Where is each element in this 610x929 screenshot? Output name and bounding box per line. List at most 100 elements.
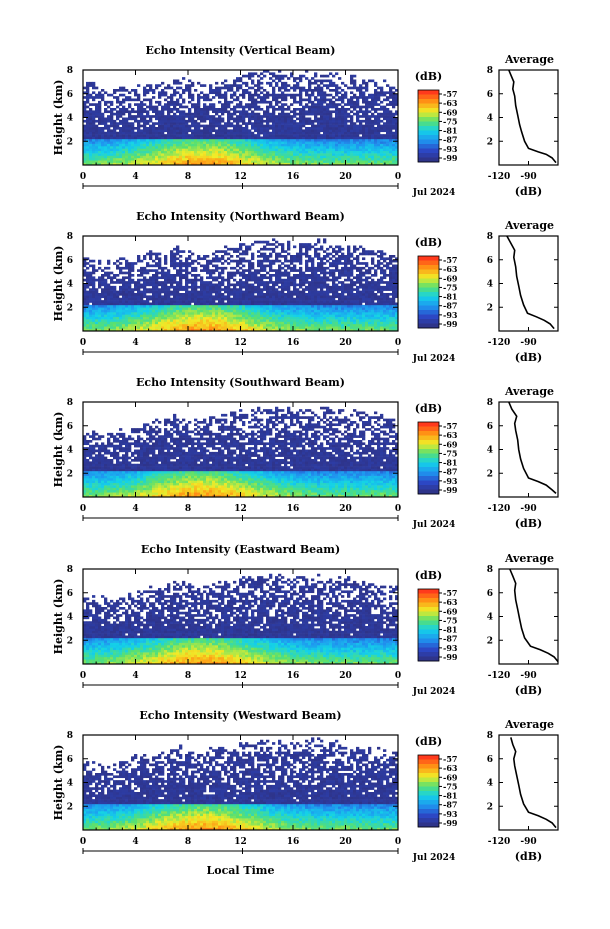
heatmap-cell [278,148,282,152]
heatmap-cell [377,93,381,97]
heatmap-cell [251,323,255,327]
heatmap-cell [383,105,387,109]
heatmap-cell [218,153,222,156]
heatmap-cell [101,293,105,296]
heatmap-cell [302,119,306,123]
heatmap-cell [281,148,285,152]
heatmap-cell [134,295,138,299]
heatmap-cell [194,285,198,289]
heatmap-cell [389,129,393,133]
heatmap-cell [98,105,102,109]
heatmap-cell [392,155,396,159]
heatmap-cell [140,328,144,332]
heatmap-cell [152,300,156,303]
heatmap-cell [164,276,168,280]
heatmap-cell [149,103,153,106]
heatmap-cell [83,157,87,161]
heatmap-cell [173,157,177,161]
heatmap-cell [227,84,231,87]
heatmap-cell [119,314,123,318]
heatmap-cell [155,117,159,121]
heatmap-cell [221,160,225,163]
heatmap-cell [326,131,330,135]
heatmap-cell [104,134,108,137]
heatmap-cell [113,155,117,159]
heatmap-cell [182,160,186,163]
heatmap-cell [140,124,144,128]
heatmap-cell [311,124,315,128]
heatmap-cell [191,124,195,128]
heatmap-cell [191,300,195,303]
heatmap-cell [215,328,219,332]
heatmap-cell [230,148,234,152]
heatmap-cell [365,148,369,152]
heatmap-cell [218,110,222,114]
heatmap-cell [260,326,264,329]
heatmap-cell [104,146,108,149]
heatmap-cell [356,96,360,99]
heatmap-cell [86,84,90,87]
heatmap-cell [131,321,135,325]
heatmap-cell [239,129,243,133]
heatmap-cell [230,283,234,287]
heatmap-cell [272,238,276,242]
heatmap-cell [296,148,300,152]
heatmap-cell [347,155,351,159]
heatmap-cell [227,319,231,322]
heatmap-cell [209,160,213,163]
heatmap-cell [284,103,288,106]
heatmap-cell [173,150,177,154]
heatmap-cell [278,312,282,315]
heatmap-cell [158,300,162,303]
heatmap-cell [302,131,306,135]
heatmap-cell [206,288,210,291]
heatmap-cell [266,240,270,244]
heatmap-cell [158,129,162,133]
heatmap-cell [242,295,246,299]
heatmap-cell [281,143,285,147]
heatmap-cell [221,108,225,111]
heatmap-cell [230,117,234,121]
heatmap-cell [218,297,222,301]
heatmap-cell [242,148,246,152]
heatmap-cell [224,316,228,320]
heatmap-cell [98,117,102,121]
heatmap-cell [152,131,156,135]
heatmap-cell [299,148,303,152]
heatmap-cell [296,93,300,97]
heatmap-cell [146,136,150,140]
heatmap-cell [161,297,165,301]
heatmap-cell [131,162,135,166]
heatmap-cell [323,157,327,161]
heatmap-cell [329,143,333,147]
heatmap-cell [266,259,270,263]
heatmap-cell [191,146,195,149]
heatmap-cell [212,162,216,166]
heatmap-cell [215,285,219,289]
heatmap-cell [206,276,210,280]
heatmap-cell [125,302,129,306]
heatmap-cell [197,129,201,133]
heatmap-cell [155,138,159,142]
heatmap-cell [344,143,348,147]
heatmap-cell [206,146,210,149]
heatmap-cell [83,257,87,261]
heatmap-cell [278,271,282,275]
heatmap-cell [188,290,192,294]
heatmap-cell [362,115,366,118]
heatmap-cell [200,312,204,315]
heatmap-cell [233,328,237,332]
heatmap-cell [254,84,258,87]
heatmap-cell [146,302,150,306]
heatmap-cell [92,110,96,114]
heatmap-cell [278,160,282,163]
heatmap-cell [332,110,336,114]
heatmap-cell [371,79,375,83]
heatmap-cell [269,252,273,256]
heatmap-cell [197,321,201,325]
heatmap-cell [260,127,264,130]
heatmap-cell [236,290,240,294]
heatmap-cell [236,312,240,315]
heatmap-cell [296,162,300,166]
heatmap-cell [110,281,114,284]
